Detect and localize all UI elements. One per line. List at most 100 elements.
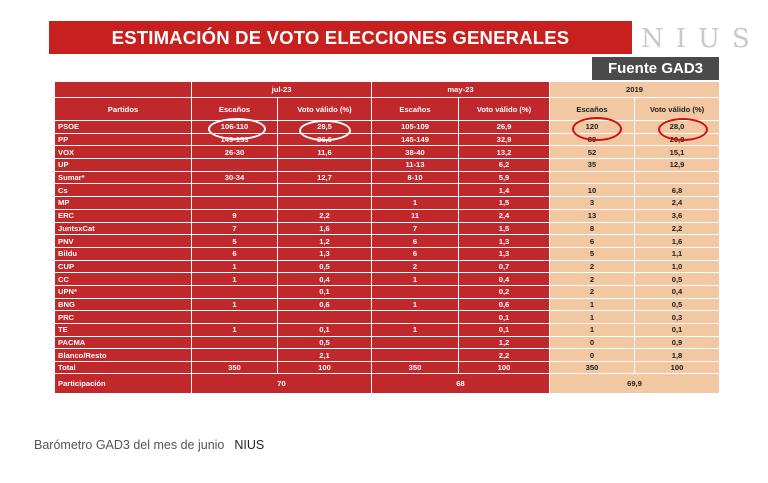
chart-title: ESTIMACIÓN DE VOTO ELECCIONES GENERALES — [111, 26, 570, 48]
value-cell: 6 — [549, 234, 635, 248]
table-row: PACMA 0,5 1,2 0 0,9 — [54, 335, 720, 350]
party-name-cell: PNV — [54, 234, 192, 248]
caption-brand: NIUS — [234, 438, 265, 452]
highlight-circle — [208, 118, 266, 140]
value-cell: 1 — [191, 297, 278, 312]
value-cell: 1 — [549, 310, 635, 324]
value-cell: 9 — [191, 208, 278, 223]
table-row: PP 149-153 36,6 145-149 32,9 89 20,8 — [54, 132, 720, 147]
table-body: PSOE 106-110 28,5 105-109 26,9 120 28,0 PP 149-1… — [54, 120, 720, 375]
value-cell — [371, 310, 459, 324]
value-cell: 5 — [191, 234, 278, 248]
value-cell: 7 — [191, 221, 278, 236]
value-cell: 5,9 — [458, 170, 550, 185]
caption-text: Barómetro GAD3 del mes de junio — [34, 438, 225, 452]
value-cell: 0,9 — [634, 335, 720, 350]
value-cell: 10 — [549, 183, 635, 198]
party-name-cell: ERC — [54, 208, 192, 223]
value-cell: 6 — [191, 246, 278, 261]
table-row: Cs 1,4 10 6,8 — [54, 183, 720, 198]
value-cell — [277, 310, 372, 324]
value-cell: 13,2 — [458, 145, 550, 160]
table-row: MP 1 1,5 3 2,4 — [54, 196, 720, 210]
value-cell: 0,6 — [458, 297, 550, 312]
table-row: Blanco/Resto 2,1 2,2 0 1,8 — [54, 348, 720, 363]
value-cell: 2,2 — [634, 221, 720, 236]
value-cell: 0 — [549, 348, 635, 363]
value-cell: 0,2 — [458, 284, 550, 299]
value-cell: 12,7 — [277, 170, 372, 185]
value-cell: 7 — [371, 221, 459, 236]
value-cell — [191, 183, 278, 198]
value-cell: 6,2 — [458, 158, 550, 172]
participation-may23: 68 — [371, 373, 550, 395]
party-name-cell: CUP — [54, 259, 192, 274]
value-cell: 0,1 — [458, 310, 550, 324]
source-badge: Fuente GAD3 — [592, 57, 719, 80]
value-cell — [549, 170, 635, 185]
group-header-2019: 2019 — [549, 81, 720, 98]
value-cell: 0,6 — [277, 297, 372, 312]
highlight-circle-red — [658, 118, 708, 141]
value-cell: 0,4 — [634, 284, 720, 299]
value-cell — [371, 348, 459, 363]
value-cell: 2,1 — [277, 348, 372, 363]
value-cell: 3,6 — [634, 208, 720, 223]
value-cell: 2 — [549, 284, 635, 299]
value-cell: 1 — [371, 196, 459, 210]
party-name-cell: Cs — [54, 183, 192, 198]
table-row: VOX 26-30 11,6 38-40 13,2 52 15,1 — [54, 145, 720, 160]
value-cell: 1 — [191, 272, 278, 286]
column-header: Escaños — [191, 97, 278, 121]
value-cell: 105-109 — [371, 120, 459, 134]
value-cell: 6 — [371, 234, 459, 248]
value-cell: 1,3 — [458, 234, 550, 248]
value-cell: 350 — [371, 361, 459, 375]
table-row: CUP 1 0,5 2 0,7 2 1,0 — [54, 259, 720, 274]
participation-jul23: 70 — [191, 373, 372, 395]
table-row: CC 1 0,4 1 0,4 2 0,5 — [54, 272, 720, 286]
value-cell: 26-30 — [191, 145, 278, 160]
value-cell: 1,3 — [277, 246, 372, 261]
value-cell: 0,5 — [634, 272, 720, 286]
group-header-jul23: jul-23 — [191, 81, 372, 98]
value-cell: 38-40 — [371, 145, 459, 160]
value-cell: 1,5 — [458, 221, 550, 236]
value-cell: 15,1 — [634, 145, 720, 160]
value-cell: 1 — [371, 297, 459, 312]
value-cell: 0 — [549, 335, 635, 350]
value-cell: 350 — [191, 361, 278, 375]
column-header: Voto válido (%) — [277, 97, 372, 121]
value-cell: 6,8 — [634, 183, 720, 198]
party-name-cell: Total — [54, 361, 192, 375]
table-row: TE 1 0,1 1 0,1 1 0,1 — [54, 323, 720, 337]
participation-row: Participación 70 68 69,9 — [54, 373, 720, 395]
value-cell: 0,5 — [277, 259, 372, 274]
party-name-cell: VOX — [54, 145, 192, 160]
value-cell: 0,5 — [277, 335, 372, 350]
table-row: JuntsxCat 7 1,6 7 1,5 8 2,2 — [54, 221, 720, 236]
table-row: Bildu 6 1,3 6 1,3 5 1,1 — [54, 246, 720, 261]
value-cell: 2 — [549, 259, 635, 274]
value-cell: 1,8 — [634, 348, 720, 363]
party-name-cell: CC — [54, 272, 192, 286]
group-header-may23: may-23 — [371, 81, 550, 98]
nius-logo: NIUS — [641, 24, 762, 54]
table-row: UPN* 0,1 0,2 2 0,4 — [54, 284, 720, 299]
party-name-cell: PRC — [54, 310, 192, 324]
party-name-cell: PSOE — [54, 120, 192, 134]
party-name-cell: PP — [54, 132, 192, 147]
value-cell — [634, 170, 720, 185]
value-cell: 1 — [191, 259, 278, 274]
value-cell: 0,1 — [277, 323, 372, 337]
party-name-cell: TE — [54, 323, 192, 337]
value-cell: 11,6 — [277, 145, 372, 160]
value-cell: 26,9 — [458, 120, 550, 134]
value-cell: 145-149 — [371, 132, 459, 147]
value-cell — [277, 183, 372, 198]
value-cell: 1,1 — [634, 246, 720, 261]
value-cell: 0,5 — [634, 297, 720, 312]
value-cell: 11-13 — [371, 158, 459, 172]
value-cell: 1 — [371, 323, 459, 337]
value-cell — [277, 196, 372, 210]
